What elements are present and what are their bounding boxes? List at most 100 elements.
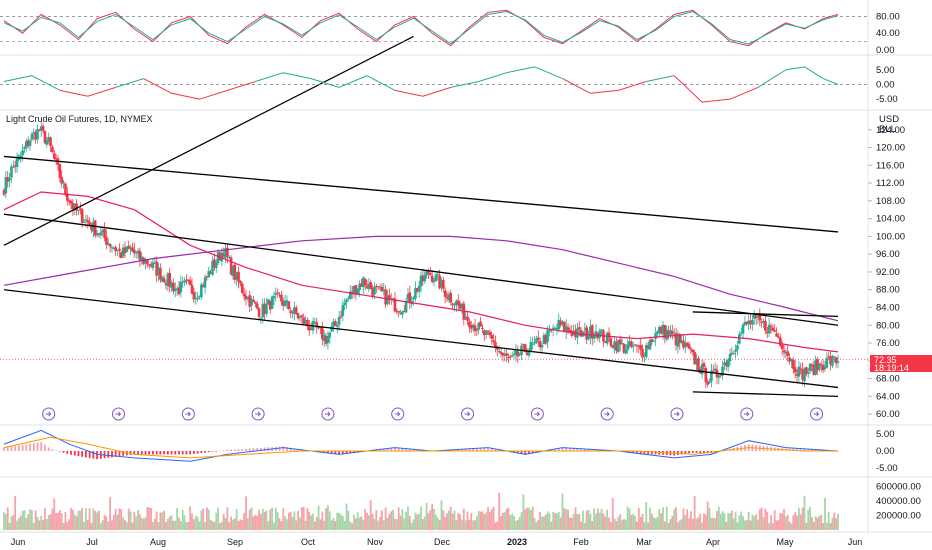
volume-bar [321,511,324,530]
volume-bar [768,523,771,530]
price-tick-label-5: 104.00 [876,214,905,225]
volume-bar [425,502,428,530]
candle [287,301,291,311]
volume-bar [183,515,186,530]
candle-body [226,247,229,257]
candle [15,152,19,173]
candle-body [121,247,125,257]
candle [659,325,663,336]
macd-histogram-bar [330,451,333,454]
macd-histogram-bar [569,448,571,451]
candle-body [745,321,749,325]
candle-body [425,270,428,276]
candle-body [38,130,41,132]
volume-bar [727,513,730,530]
macd-histogram-bar [416,449,419,451]
volume-bar [647,522,650,530]
volume-bar [457,513,460,530]
candle-body [786,351,790,356]
volume-bar [691,518,694,530]
volume-bar [468,519,471,530]
candle-body [306,319,309,327]
time-label-3: Sep [227,537,243,547]
candle [468,318,471,333]
macd-histogram-bar [580,448,582,451]
volume-bar [399,515,402,530]
candle [127,240,131,250]
volume-bar [176,507,179,530]
volume-bar [178,517,180,530]
candle [516,345,520,364]
candle [836,354,840,369]
candle-body [10,166,13,178]
candle [568,325,572,333]
candle-body [767,324,771,334]
event-marker-arrow-10 [743,411,750,417]
volume-bar [198,521,201,530]
macd-histogram-bar [699,451,702,453]
macd-histogram-bar [405,448,408,451]
candle [520,342,523,361]
macd-histogram-bar [479,448,482,451]
macd-histogram-bar [300,449,303,451]
macd-tick-label-0: 5.00 [876,429,895,440]
macd-histogram-bar [73,451,76,456]
macd-histogram-bar [230,449,233,451]
volume-bar [827,512,830,530]
candle-body [116,250,119,252]
candle-body [172,282,175,292]
candle-body [611,345,615,348]
candle-body [308,326,311,331]
candle-body [6,177,10,182]
candle-body [600,329,603,331]
candle-body [296,313,300,319]
volume-bar [107,521,110,530]
candle-body [25,141,28,148]
candle [319,326,322,334]
candle-body [590,325,594,339]
candle [708,378,711,385]
volume-bar [291,517,294,530]
candle [300,314,304,324]
volume-bar [474,520,476,530]
candle [49,136,52,152]
candle [334,319,337,327]
volume-bar [315,516,318,530]
candle [399,309,402,315]
volume-bar [327,505,329,530]
volume-bar [475,516,478,530]
macd-histogram-bar [192,451,195,454]
candle [190,278,194,294]
candle [77,209,80,216]
candle [443,287,447,304]
volume-bar [45,519,48,530]
unit-bll: BLL [879,124,896,135]
macd-histogram-bar [628,451,631,453]
candle [133,242,136,258]
candle [765,326,769,339]
volume-bar [682,508,685,530]
candle [507,353,510,364]
volume-bar [511,513,514,530]
candle [827,352,830,360]
candle-body [695,359,698,365]
candle-body [200,284,203,298]
time-label-10: Apr [706,537,720,547]
volume-bar [541,516,543,530]
macd-histogram-bar [163,451,165,455]
candle-body [769,326,773,328]
volume-bar [287,512,290,530]
candle [58,163,62,183]
macd-histogram-bar [70,451,72,455]
macd-histogram-bar [55,450,58,452]
volume-bar [109,497,112,530]
macd-histogram-bar [196,451,199,454]
volume-bar [719,513,722,530]
volume-bar [174,520,177,530]
volume-bar [248,509,251,530]
candle-body [334,321,337,326]
candle [481,324,484,333]
candle [535,335,538,344]
macd-histogram-bar [680,451,683,455]
candle-body [765,331,769,334]
